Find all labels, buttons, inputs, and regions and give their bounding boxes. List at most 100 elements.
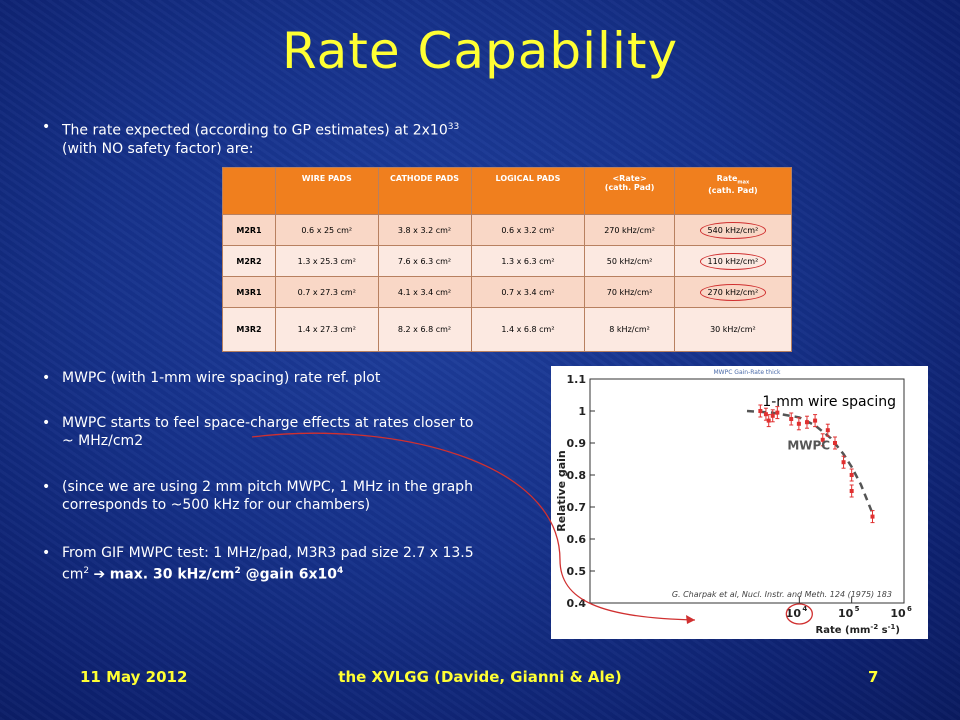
cell-rate-max: 110 kHz/cm² (673, 245, 793, 277)
x-axis-label-part: ) (895, 625, 900, 636)
data-point (766, 418, 771, 423)
y-tick-label: 0.9 (567, 437, 587, 450)
cell-cathode: 8.2 x 6.8 cm² (377, 307, 472, 352)
cell-cathode: 4.1 x 3.4 cm² (377, 276, 472, 308)
cell-logical: 0.7 x 3.4 cm² (470, 276, 586, 308)
header-logical-pads: LOGICAL PADS (470, 167, 586, 215)
data-point (796, 421, 801, 426)
data-point (849, 489, 854, 493)
fit-curve (746, 409, 874, 514)
cell-cathode: 7.6 x 6.3 cm² (377, 245, 472, 277)
cell-rate: 50 kHz/cm² (584, 245, 675, 277)
x-axis-label-part: -1 (888, 623, 896, 631)
y-tick-label: 0.7 (567, 501, 587, 514)
cell-rate-max: 270 kHz/cm² (673, 276, 793, 308)
gain-rate-plot: MWPC Gain-Rate thick 0.4 0.5 0.6 0.7 0.8 0.9 1 1… (551, 366, 928, 639)
bullet-dot: • (42, 370, 51, 386)
cell-cathode: 3.8 x 3.2 cm² (377, 214, 472, 246)
x-tick-exponent: 5 (855, 605, 860, 613)
table-row: M2R2 1.3 x 25.3 cm² 7.6 x 6.3 cm² 1.3 x … (222, 245, 793, 277)
data-point (775, 410, 780, 415)
highlight-circle (785, 603, 813, 625)
annotation-label: 1-mm wire spacing (762, 394, 896, 410)
citation-text: G. Charpak et al, Nucl. Instr. and Meth.… (672, 590, 892, 599)
bullet-dot: • (42, 415, 51, 431)
data-point (804, 420, 809, 425)
bullet-dot: • (42, 119, 51, 135)
cell-rate: 8 kHz/cm² (584, 307, 675, 352)
data-point (870, 514, 875, 519)
header-rate: <Rate> (cath. Pad) (584, 167, 675, 215)
table-row: M3R1 0.7 x 27.3 cm² 4.1 x 3.4 cm² 0.7 x … (222, 276, 793, 308)
bullet-text: The rate expected (according to GP estim… (62, 122, 460, 157)
x-axis-label-part: Rate (mm (816, 625, 871, 636)
arrow-icon: ➔ (89, 566, 110, 583)
x-axis-label: Rate (mm-2 s-1) (816, 623, 900, 636)
bullet-text: From GIF MWPC test: 1 MHz/pad, M3R3 pad … (62, 545, 474, 583)
header-rate-max: Ratemax (cath. Pad) (673, 167, 793, 215)
x-axis-label-part: -2 (870, 623, 878, 631)
plot-title: MWPC Gain-Rate thick (713, 369, 781, 376)
slide-title: Rate Capability (281, 22, 679, 80)
data-point (832, 441, 837, 445)
bullet-item-2: • MWPC (with 1-mm wire spacing) rate ref… (42, 369, 502, 387)
row-label: M3R1 (222, 276, 276, 308)
data-point (813, 418, 818, 423)
row-label: M2R1 (222, 214, 276, 246)
cell-rate-max: 540 kHz/cm² (673, 214, 793, 246)
pad-rate-table: WIRE PADS CATHODE PADS LOGICAL PADS <Rat… (222, 167, 793, 352)
data-point (770, 413, 775, 418)
cell-wire: 0.6 x 25 cm² (275, 214, 379, 246)
bullet-item-1: • The rate expected (according to GP est… (42, 118, 482, 158)
bullet-text: MWPC (with 1-mm wire spacing) rate ref. … (62, 370, 381, 386)
y-tick-label: 0.5 (567, 565, 587, 578)
y-tick-label: 0.4 (567, 597, 587, 610)
cell-logical: 1.3 x 6.3 cm² (470, 245, 586, 277)
x-axis-label-part: s (878, 625, 887, 636)
footer-date: 11 May 2012 (80, 668, 188, 686)
cell-rate: 270 kHz/cm² (584, 214, 675, 246)
x-tick-exponent: 4 (802, 605, 807, 613)
x-tick-label: 10 (838, 607, 854, 620)
y-tick-label: 1.1 (567, 373, 587, 386)
bullet-dot: • (42, 545, 51, 561)
header-wire-pads: WIRE PADS (275, 167, 379, 215)
y-tick-label: 1 (578, 405, 586, 418)
row-label: M2R2 (222, 245, 276, 277)
data-point (841, 460, 846, 465)
bullet-text: MWPC starts to feel space-charge effects… (62, 415, 474, 449)
row-label: M3R2 (222, 307, 276, 352)
data-point (849, 473, 854, 477)
highlight-circle: 110 kHz/cm² (699, 252, 767, 270)
cell-wire: 0.7 x 27.3 cm² (275, 276, 379, 308)
cell-wire: 1.4 x 27.3 cm² (275, 307, 379, 352)
data-point (763, 412, 768, 417)
footer-center: the XVLGG (Davide, Gianni & Ale) (338, 668, 622, 686)
x-tick-label: 10 (890, 607, 906, 620)
highlight-circle: 540 kHz/cm² (699, 221, 767, 239)
bullet-item-3: • MWPC starts to feel space-charge effec… (42, 414, 482, 450)
bullet-item-4: • (since we are using 2 mm pitch MWPC, 1… (42, 478, 482, 514)
data-point (820, 437, 825, 442)
bullet-text: (since we are using 2 mm pitch MWPC, 1 M… (62, 479, 473, 513)
cell-rate-max: 30 kHz/cm² (673, 307, 793, 352)
table-row: M2R1 0.6 x 25 cm² 3.8 x 3.2 cm² 0.6 x 3.… (222, 214, 793, 246)
data-point (758, 409, 763, 413)
series-label: MWPC (787, 438, 830, 452)
footer-page-number: 7 (868, 668, 879, 686)
data-point (789, 417, 794, 421)
cell-logical: 0.6 x 3.2 cm² (470, 214, 586, 246)
header-blank (222, 167, 276, 215)
x-tick-label: 10 (786, 607, 802, 620)
highlight-circle: 270 kHz/cm² (699, 283, 767, 301)
cell-wire: 1.3 x 25.3 cm² (275, 245, 379, 277)
cell-rate: 70 kHz/cm² (584, 276, 675, 308)
y-tick-label: 0.6 (567, 533, 587, 546)
plot-frame (589, 378, 905, 604)
bullet-item-5: • From GIF MWPC test: 1 MHz/pad, M3R3 pa… (42, 544, 492, 584)
plot-svg: MWPC Gain-Rate thick 0.4 0.5 0.6 0.7 0.8 0.9 1 1… (555, 369, 912, 636)
table-header-row: WIRE PADS CATHODE PADS LOGICAL PADS <Rat… (222, 167, 793, 215)
y-axis-label: Relative gain (555, 450, 568, 532)
bullet-dot: • (42, 479, 51, 495)
header-cathode-pads: CATHODE PADS (377, 167, 472, 215)
